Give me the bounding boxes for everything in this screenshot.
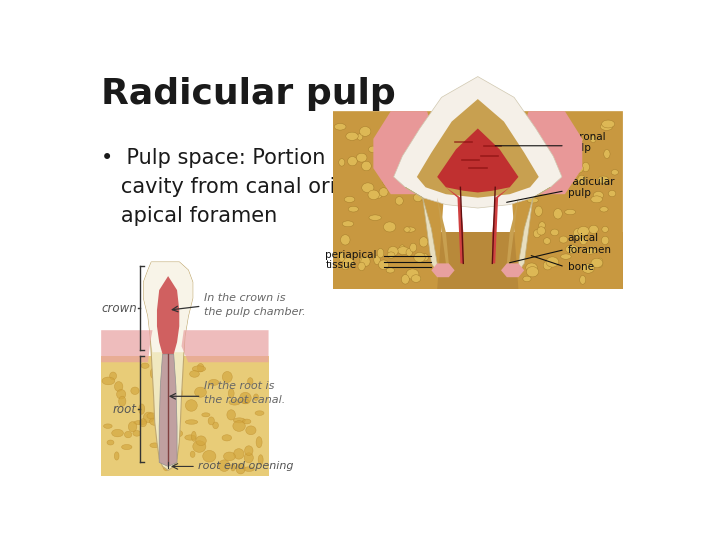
Text: apical foramen: apical foramen <box>101 206 277 226</box>
Text: Radicular pulp: Radicular pulp <box>101 77 396 111</box>
Text: cavity from canal orifice to: cavity from canal orifice to <box>101 177 401 197</box>
Text: •  Pulp space: Portion of pulp: • Pulp space: Portion of pulp <box>101 148 405 168</box>
